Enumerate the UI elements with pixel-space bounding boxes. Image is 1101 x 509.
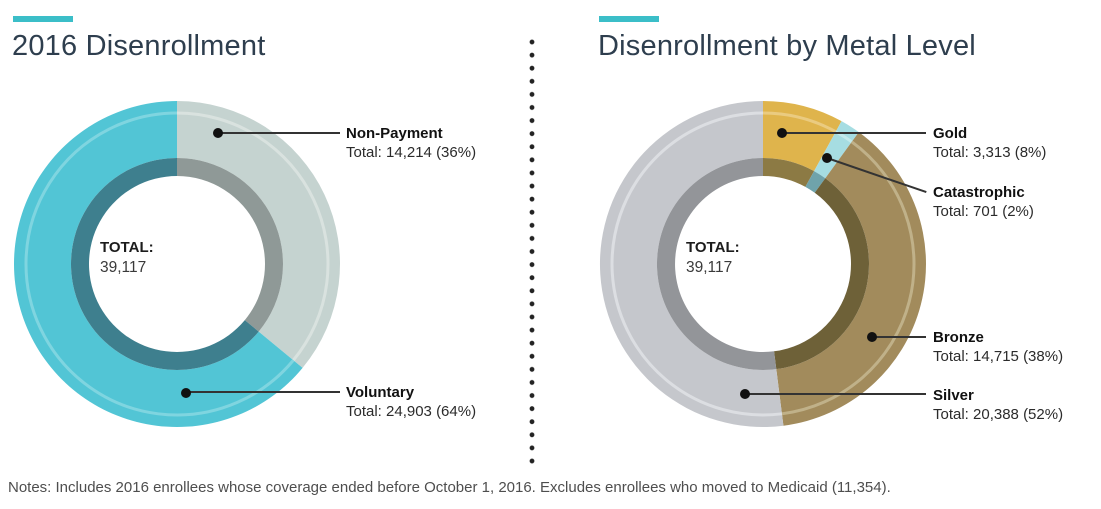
- chart-title-metal-level: Disenrollment by Metal Level: [598, 30, 976, 62]
- callout-detail: Total: 3,313 (8%): [933, 144, 1047, 161]
- total-value: 39,117: [686, 259, 733, 276]
- leader-line-bronze: [872, 336, 926, 338]
- callout-detail: Total: 701 (2%): [933, 203, 1034, 220]
- callout-name: Bronze: [933, 329, 984, 346]
- slice-catastrophic: [814, 121, 859, 179]
- callout-voluntary: Voluntary Total: 24,903 (64%): [346, 383, 476, 421]
- donut-chart-metal-level: [599, 101, 926, 427]
- donut-center-total-left: TOTAL: 39,117: [100, 239, 154, 277]
- leader-line-gold: [782, 132, 926, 134]
- leader-dot-bronze: [867, 332, 877, 342]
- slice-non-payment-inner-ring: [177, 158, 283, 332]
- callout-detail: Total: 20,388 (52%): [933, 406, 1064, 423]
- callout-name: Non-Payment: [346, 125, 443, 142]
- slice-non-payment-highlight-arc: [176, 111, 330, 362]
- callout-name: Gold: [933, 125, 968, 142]
- callout-silver: Silver Total: 20,388 (52%): [933, 386, 1063, 424]
- leader-dot-gold: [777, 128, 787, 138]
- callout-non-payment: Non-Payment Total: 14,214 (36%): [346, 124, 476, 162]
- slice-silver-highlight-arc: [610, 111, 783, 417]
- total-label: TOTAL:: [100, 239, 154, 256]
- callout-name: Voluntary: [346, 384, 415, 401]
- leader-line-non-payment: [218, 132, 340, 134]
- callout-bronze: Bronze Total: 14,715 (38%): [933, 328, 1063, 366]
- callout-detail: Total: 24,903 (64%): [346, 403, 477, 420]
- slice-voluntary-highlight-arc: [24, 111, 295, 417]
- total-label: TOTAL:: [686, 239, 740, 256]
- donut-chart-2016-disenrollment: [13, 101, 340, 427]
- accent-bar-left: [13, 16, 73, 22]
- callout-gold: Gold Total: 3,313 (8%): [933, 124, 1046, 162]
- dotted-divider: [529, 36, 535, 466]
- total-value: 39,117: [100, 259, 147, 276]
- leader-dot-non-payment: [213, 128, 223, 138]
- slice-gold-inner-ring: [763, 158, 815, 187]
- donut-center-total-right: TOTAL: 39,117: [686, 239, 740, 277]
- slice-gold: [763, 101, 842, 172]
- leader-dot-voluntary: [181, 388, 191, 398]
- accent-bar-right: [599, 16, 659, 22]
- slice-silver: [599, 101, 784, 427]
- slice-voluntary-inner-ring: [70, 157, 259, 370]
- slice-catastrophic-highlight-arc: [835, 130, 853, 144]
- slice-bronze: [776, 132, 926, 426]
- chart-title-2016-disenrollment: 2016 Disenrollment: [12, 30, 266, 62]
- callout-name: Silver: [933, 387, 974, 404]
- slice-gold-highlight-arc: [762, 111, 837, 133]
- callout-detail: Total: 14,715 (38%): [933, 348, 1064, 365]
- callout-name: Catastrophic: [933, 184, 1025, 201]
- slice-silver-inner-ring: [656, 158, 777, 370]
- callout-catastrophic: Catastrophic Total: 701 (2%): [933, 183, 1034, 221]
- slice-voluntary: [13, 101, 303, 427]
- callout-detail: Total: 14,214 (36%): [346, 144, 477, 161]
- slice-non-payment: [177, 101, 340, 368]
- footnote: Notes: Includes 2016 enrollees whose cov…: [8, 479, 891, 496]
- leader-line-voluntary: [186, 391, 340, 393]
- leader-dot-silver: [740, 389, 750, 399]
- slice-bronze-inner-ring: [774, 178, 870, 370]
- leader-line-silver: [745, 393, 926, 395]
- leader-dot-catastrophic: [822, 153, 832, 163]
- slice-catastrophic-inner-ring: [805, 171, 826, 193]
